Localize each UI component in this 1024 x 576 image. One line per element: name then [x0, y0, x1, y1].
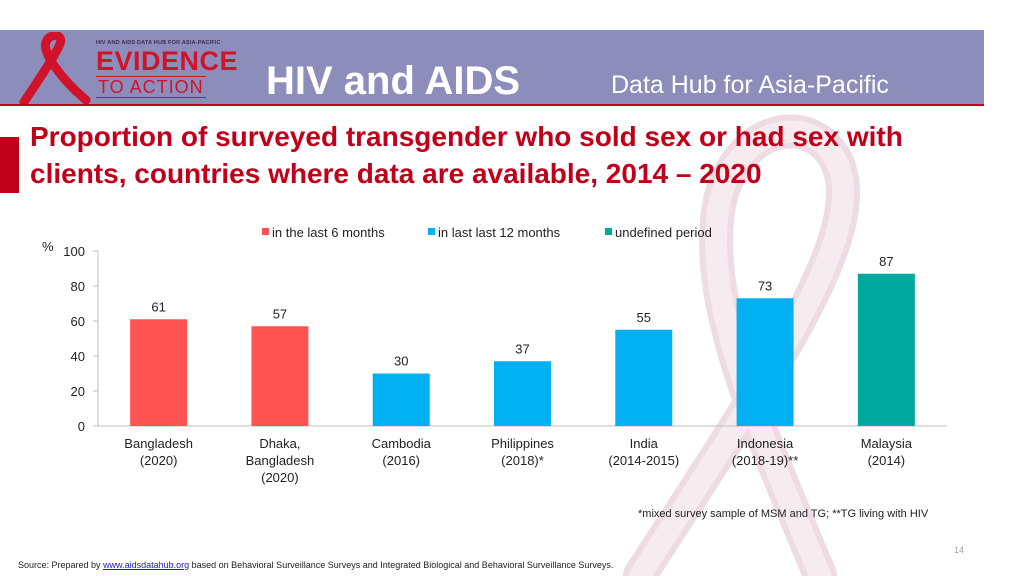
bar: [130, 319, 188, 426]
logo-tagline: HIV AND AIDS DATA HUB FOR ASIA-PACIFIC: [96, 40, 221, 46]
x-tick-label: Bangladesh: [246, 453, 315, 468]
bar: [251, 326, 309, 426]
source-link[interactable]: www.aidsdatahub.org: [103, 560, 190, 570]
legend-swatch: [605, 228, 612, 235]
x-tick-label: (2014): [868, 453, 906, 468]
legend-label: in the last 6 months: [272, 225, 385, 240]
logo-evidence: EVIDENCE: [96, 46, 239, 76]
x-tick-label: (2016): [382, 453, 420, 468]
logo-to-action: TO ACTION: [96, 76, 206, 98]
y-tick-label: 20: [71, 384, 85, 399]
source-note: Source: Prepared by www.aidsdatahub.org …: [18, 560, 613, 570]
x-tick-label: (2020): [140, 453, 178, 468]
y-tick-label: 80: [71, 279, 85, 294]
legend-swatch: [428, 228, 435, 235]
red-ribbon-icon: [19, 32, 91, 104]
data-label: 73: [758, 278, 772, 293]
data-label: 30: [394, 354, 408, 369]
header-band: [0, 30, 984, 105]
footnote: *mixed survey sample of MSM and TG; **TG…: [638, 508, 929, 520]
legend-swatch: [262, 228, 269, 235]
x-tick-label: Philippines: [491, 436, 554, 451]
hub-subtitle: Data Hub for Asia-Pacific: [611, 71, 889, 99]
header-divider: [0, 104, 984, 106]
source-suffix: based on Behavioral Surveillance Surveys…: [189, 560, 614, 570]
slide-title: Proportion of surveyed transgender who s…: [30, 121, 903, 189]
page-number: 14: [954, 545, 965, 555]
x-tick-label: India: [630, 436, 659, 451]
legend-label: undefined period: [615, 225, 712, 240]
bar: [494, 361, 551, 426]
x-tick-label: Dhaka,: [259, 436, 300, 451]
x-tick-label: Bangladesh: [124, 436, 193, 451]
source-prefix: Source: Prepared by: [18, 560, 104, 570]
bar: [857, 273, 915, 426]
y-tick-label: 60: [71, 314, 85, 329]
legend-label: in last last 12 months: [438, 225, 561, 240]
title-accent-bar: [0, 137, 19, 193]
y-tick-label: 40: [71, 349, 85, 364]
y-tick-label: 100: [63, 244, 85, 259]
data-label: 55: [637, 310, 651, 325]
data-label: 37: [515, 341, 529, 356]
evidence-to-action-logo: HIV AND AIDS DATA HUB FOR ASIA-PACIFIC E…: [16, 32, 256, 104]
data-label: 61: [151, 299, 165, 314]
hub-title: HIV and AIDS: [266, 59, 521, 103]
bar-chart: 0 20 40 60 80 100% 61 Bangladesh (2020) 57 Dhaka, B…: [42, 225, 947, 485]
x-tick-label: Cambodia: [372, 436, 432, 451]
x-tick-label: Malaysia: [861, 436, 913, 451]
bar: [736, 298, 794, 426]
x-tick-label: (2020): [261, 470, 299, 485]
x-tick-label: Indonesia: [737, 436, 794, 451]
bar: [615, 329, 673, 426]
data-label: 87: [879, 254, 893, 269]
data-label: 57: [273, 306, 287, 321]
x-tick-label: (2018)*: [501, 453, 544, 468]
y-axis-label: %: [42, 239, 54, 254]
bar: [372, 373, 430, 426]
y-tick-label: 0: [78, 419, 85, 434]
x-tick-label: (2018-19)**: [732, 453, 799, 468]
x-tick-label: (2014-2015): [608, 453, 679, 468]
